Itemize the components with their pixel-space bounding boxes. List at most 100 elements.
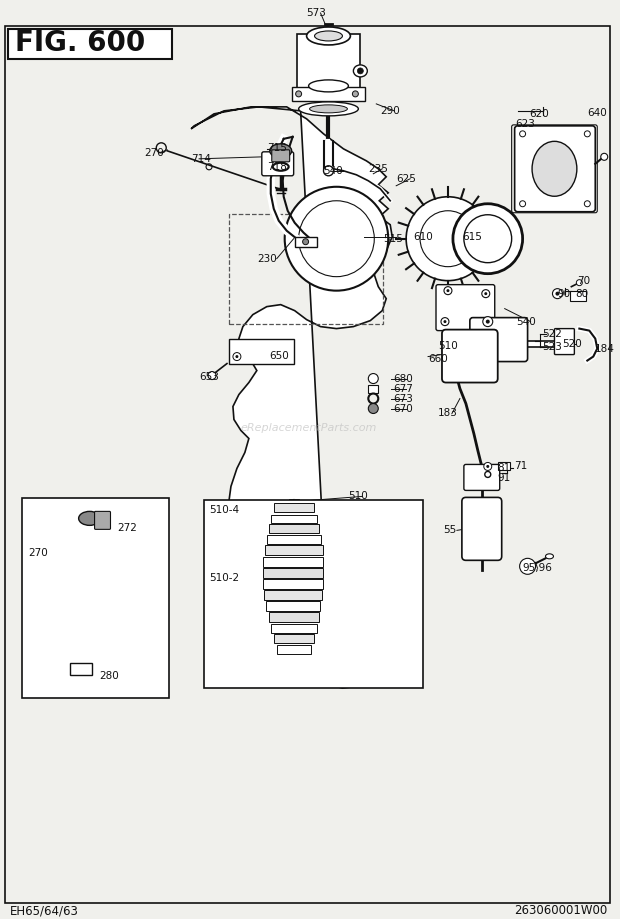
Text: 235: 235 bbox=[368, 164, 388, 174]
Bar bbox=[274, 504, 314, 513]
Text: 91: 91 bbox=[498, 473, 511, 483]
Text: 71: 71 bbox=[513, 461, 527, 471]
Circle shape bbox=[368, 373, 378, 383]
Text: 70: 70 bbox=[577, 276, 590, 286]
Bar bbox=[22, 498, 169, 698]
Bar bbox=[229, 338, 294, 364]
Text: 80: 80 bbox=[575, 289, 588, 299]
Circle shape bbox=[406, 197, 490, 280]
Ellipse shape bbox=[309, 80, 348, 92]
Text: 573: 573 bbox=[307, 8, 327, 18]
Bar bbox=[263, 568, 322, 578]
Circle shape bbox=[324, 165, 334, 176]
Bar bbox=[263, 557, 322, 567]
Bar bbox=[294, 237, 317, 246]
FancyBboxPatch shape bbox=[515, 126, 595, 211]
Circle shape bbox=[486, 320, 490, 323]
Ellipse shape bbox=[79, 511, 100, 526]
FancyBboxPatch shape bbox=[436, 285, 495, 331]
Circle shape bbox=[577, 279, 582, 286]
Text: 540: 540 bbox=[516, 317, 536, 326]
Text: 263060001W00: 263060001W00 bbox=[514, 904, 607, 917]
Bar bbox=[263, 579, 322, 589]
Bar bbox=[8, 29, 172, 59]
Circle shape bbox=[482, 289, 490, 298]
Circle shape bbox=[368, 403, 378, 414]
Text: 673: 673 bbox=[393, 393, 413, 403]
Circle shape bbox=[484, 462, 492, 471]
Ellipse shape bbox=[314, 31, 342, 41]
Ellipse shape bbox=[309, 105, 347, 113]
Text: 272: 272 bbox=[117, 523, 138, 533]
Ellipse shape bbox=[352, 91, 358, 96]
Circle shape bbox=[584, 200, 590, 207]
Circle shape bbox=[236, 355, 239, 358]
Circle shape bbox=[520, 200, 526, 207]
Circle shape bbox=[357, 68, 363, 74]
Circle shape bbox=[584, 130, 590, 137]
Text: 290: 290 bbox=[380, 106, 400, 116]
Circle shape bbox=[486, 465, 489, 468]
Text: 183: 183 bbox=[438, 409, 458, 418]
Text: 660: 660 bbox=[428, 354, 448, 364]
Bar bbox=[69, 664, 92, 675]
Circle shape bbox=[453, 204, 523, 274]
Text: 55: 55 bbox=[443, 526, 456, 536]
Circle shape bbox=[208, 371, 216, 380]
FancyBboxPatch shape bbox=[95, 511, 110, 529]
Bar bbox=[204, 500, 423, 688]
FancyBboxPatch shape bbox=[554, 329, 574, 355]
Bar bbox=[274, 634, 314, 643]
Bar bbox=[570, 290, 587, 301]
Text: 680: 680 bbox=[393, 373, 413, 383]
Bar bbox=[271, 516, 317, 523]
Text: 90: 90 bbox=[557, 289, 570, 299]
Bar bbox=[267, 536, 321, 544]
Text: 640: 640 bbox=[587, 108, 607, 118]
Text: EH65/64/63: EH65/64/63 bbox=[10, 904, 79, 917]
Circle shape bbox=[233, 353, 241, 360]
Circle shape bbox=[483, 317, 493, 326]
Bar bbox=[264, 590, 322, 600]
Text: 653: 653 bbox=[199, 371, 219, 381]
Text: 615: 615 bbox=[462, 232, 482, 242]
Circle shape bbox=[441, 318, 449, 325]
Circle shape bbox=[443, 320, 446, 323]
Text: 510-4: 510-4 bbox=[209, 505, 239, 516]
FancyBboxPatch shape bbox=[462, 497, 502, 561]
Text: 184: 184 bbox=[595, 344, 615, 354]
Text: 610: 610 bbox=[413, 232, 433, 242]
Text: 280: 280 bbox=[100, 671, 119, 681]
Circle shape bbox=[484, 292, 487, 295]
Text: 270: 270 bbox=[144, 148, 164, 158]
Text: 670: 670 bbox=[393, 403, 413, 414]
Ellipse shape bbox=[601, 153, 608, 160]
Text: 677: 677 bbox=[393, 383, 413, 393]
Text: 625: 625 bbox=[396, 174, 416, 184]
Bar bbox=[271, 624, 317, 633]
Text: 650: 650 bbox=[268, 350, 288, 360]
Text: 515: 515 bbox=[383, 233, 403, 244]
Text: 510: 510 bbox=[438, 341, 458, 350]
Ellipse shape bbox=[270, 144, 291, 158]
Bar bbox=[296, 34, 360, 89]
Bar bbox=[268, 612, 319, 622]
Circle shape bbox=[552, 289, 562, 299]
Bar bbox=[498, 462, 510, 471]
Text: FIG. 600: FIG. 600 bbox=[15, 28, 145, 57]
Text: 714: 714 bbox=[191, 153, 211, 164]
Ellipse shape bbox=[296, 91, 301, 96]
Text: 520: 520 bbox=[562, 338, 582, 348]
Text: 540: 540 bbox=[324, 165, 343, 176]
FancyBboxPatch shape bbox=[470, 318, 528, 361]
Text: 715: 715 bbox=[267, 142, 286, 153]
FancyBboxPatch shape bbox=[464, 464, 500, 491]
Circle shape bbox=[556, 291, 559, 296]
FancyBboxPatch shape bbox=[442, 330, 498, 382]
Circle shape bbox=[520, 130, 526, 137]
Bar bbox=[229, 214, 383, 323]
FancyBboxPatch shape bbox=[262, 152, 294, 176]
Bar bbox=[277, 645, 311, 654]
FancyBboxPatch shape bbox=[272, 150, 290, 162]
Circle shape bbox=[520, 559, 536, 574]
